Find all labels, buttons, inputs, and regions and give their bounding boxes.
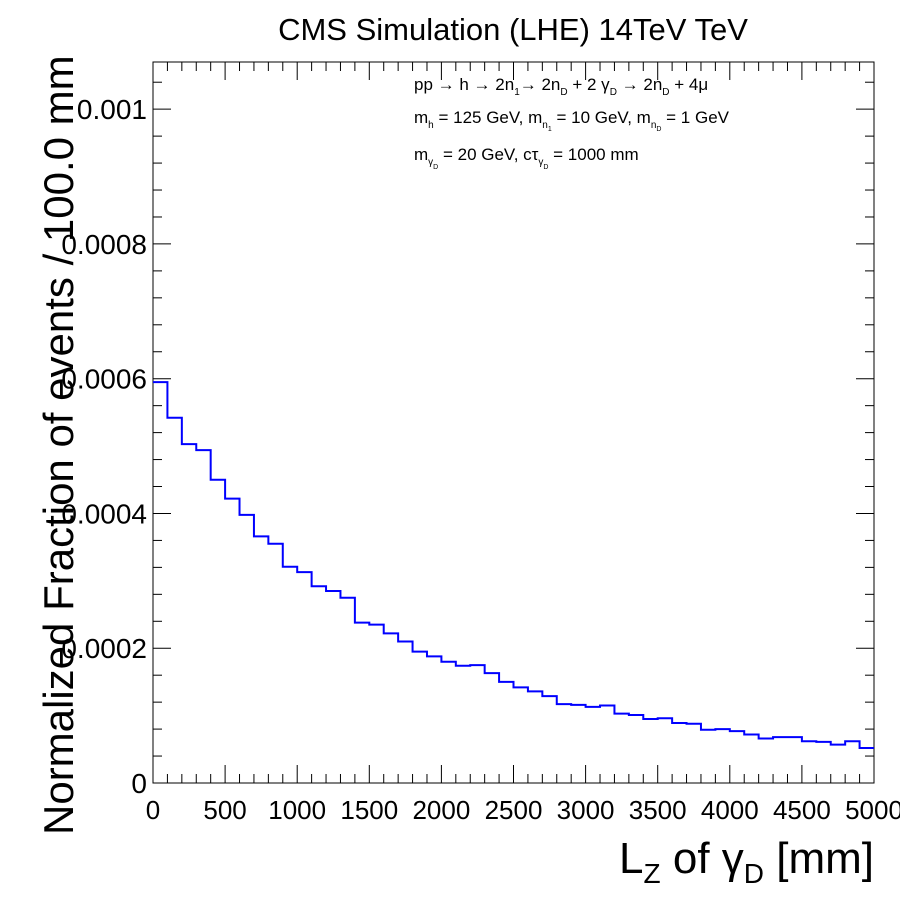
x-tick-label: 2500: [485, 795, 543, 825]
annotation-dark-photon: mγD = 20 GeV, cτγD = 1000 mm: [414, 145, 639, 171]
plot-frame: [152, 61, 875, 784]
histogram-series: [153, 381, 874, 749]
y-axis-label: Normalized Fraction of events / 100.0 mm: [35, 55, 82, 835]
axis-ticks: [152, 62, 875, 784]
y-tick-label: 0.0006: [61, 364, 147, 395]
x-tick-label: 0: [146, 795, 160, 825]
x-tick-label: 4500: [773, 795, 831, 825]
y-tick-label: 0.0002: [61, 633, 147, 664]
x-tick-label: 5000: [845, 795, 900, 825]
x-axis-label: LZ of γD [mm]: [619, 834, 874, 889]
y-tick-label: 0.0008: [61, 229, 147, 260]
x-tick-label: 1500: [340, 795, 398, 825]
x-tick-label: 1000: [268, 795, 326, 825]
histogram-step-line: [153, 381, 874, 749]
y-tick-label: 0.0004: [61, 498, 147, 529]
annotation-masses: mh = 125 GeV, mn1 = 10 GeV, mnD = 1 GeV: [414, 108, 730, 133]
y-tick-label: 0: [131, 768, 147, 799]
x-tick-label: 4000: [701, 795, 759, 825]
annotation-process: pp → h → 2n1→ 2nD + 2 γD → 2nD + 4μ: [414, 75, 708, 98]
y-tick-label: 0.001: [77, 94, 147, 125]
x-tick-label: 3000: [557, 795, 615, 825]
x-tick-label: 2000: [412, 795, 470, 825]
x-tick-label: 3500: [629, 795, 687, 825]
x-tick-label: 500: [203, 795, 246, 825]
chart-title: CMS Simulation (LHE) 14TeV TeV: [278, 12, 748, 47]
axis-tick-labels: 0 500 1000 1500 2000 2500 3000 3500 4000 4500 5000…: [61, 94, 900, 825]
